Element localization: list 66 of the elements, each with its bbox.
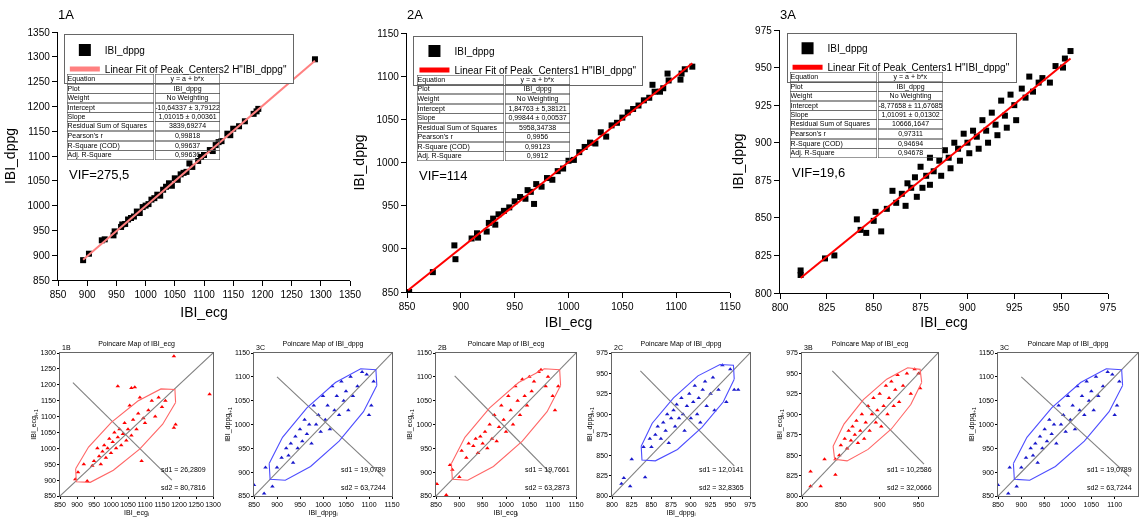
x-tick-label: 1150 bbox=[719, 301, 742, 313]
y-tick-label: 1100 bbox=[377, 70, 400, 82]
y-tick-label: 950 bbox=[382, 200, 400, 212]
y-axis-title: IBI_dppg bbox=[730, 133, 746, 190]
x-tick-label: 1300 bbox=[309, 289, 333, 301]
y-tick-label: 900 bbox=[755, 137, 773, 149]
chart-title: 1A bbox=[58, 7, 75, 23]
y-tick-label: 1150 bbox=[28, 125, 51, 137]
y-axis-title: IBI_dppg bbox=[351, 134, 368, 191]
x-tick-label: 1350 bbox=[338, 289, 362, 301]
y-tick-label: 900 bbox=[33, 249, 51, 261]
y-tick-label: 825 bbox=[755, 249, 773, 261]
x-tick-label: 1250 bbox=[280, 289, 304, 301]
x-tick-label: 1050 bbox=[611, 301, 634, 313]
legend-label: Linear Fit of Peak_Centers1 H"IBI_dppg" bbox=[827, 62, 1010, 74]
x-tick-label: 1100 bbox=[193, 289, 216, 301]
x-tick-label: 1000 bbox=[134, 289, 158, 301]
legend-label: Linear Fit of Peak_Centers1 H"IBI_dppg" bbox=[454, 64, 637, 76]
x-tick-label: 900 bbox=[452, 301, 470, 313]
y-tick-label: 900 bbox=[382, 243, 400, 255]
y-tick-label: 1200 bbox=[27, 100, 51, 112]
x-tick-label: 1200 bbox=[251, 289, 274, 301]
x-axis-title: IBI_ecg bbox=[920, 314, 968, 330]
x-tick-label: 800 bbox=[771, 302, 789, 314]
x-tick-label: 1050 bbox=[163, 289, 187, 301]
legend-label: IBI_dppg bbox=[104, 44, 145, 56]
y-tick-label: 1050 bbox=[27, 175, 51, 187]
x-tick-label: 900 bbox=[78, 289, 96, 301]
y-tick-label: 975 bbox=[755, 24, 773, 36]
annotation: VIF=114 bbox=[419, 168, 468, 183]
x-tick-label: 975 bbox=[1099, 302, 1117, 314]
y-tick-label: 1050 bbox=[376, 113, 400, 125]
y-tick-label: 950 bbox=[33, 224, 51, 236]
y-tick-label: 925 bbox=[755, 99, 773, 111]
y-tick-label: 1350 bbox=[27, 26, 51, 38]
legend-label: IBI_dppg bbox=[454, 45, 495, 57]
x-axis-title: IBI_ecg bbox=[180, 304, 228, 321]
annotation: VIF=275,5 bbox=[69, 167, 130, 182]
x-tick-label: 825 bbox=[818, 302, 836, 314]
y-tick-label: 1300 bbox=[27, 51, 51, 63]
x-tick-label: 950 bbox=[1052, 302, 1070, 314]
legend-label: Linear Fit of Peak_Centers2 H"IBI_dppg" bbox=[104, 63, 287, 75]
legend-label: IBI_dppg bbox=[827, 43, 868, 55]
chart-title: 2A bbox=[407, 7, 424, 23]
x-tick-label: 1100 bbox=[665, 301, 688, 313]
y-tick-label: 1000 bbox=[27, 200, 51, 212]
y-tick-label: 875 bbox=[755, 174, 773, 186]
x-tick-label: 850 bbox=[865, 302, 883, 314]
y-tick-label: 1250 bbox=[27, 76, 51, 88]
x-tick-label: 900 bbox=[959, 302, 977, 314]
x-tick-label: 950 bbox=[108, 289, 126, 301]
x-tick-label: 1000 bbox=[557, 301, 581, 313]
y-tick-label: 1100 bbox=[28, 150, 51, 162]
y-tick-label: 1150 bbox=[377, 27, 400, 39]
y-tick-label: 850 bbox=[33, 274, 51, 286]
annotation: VIF=19,6 bbox=[792, 165, 846, 180]
y-axis-title: IBI_dppg bbox=[2, 127, 19, 185]
x-tick-label: 850 bbox=[398, 301, 416, 313]
y-tick-label: 950 bbox=[755, 62, 773, 74]
chart-title: 3A bbox=[780, 7, 797, 23]
y-tick-label: 850 bbox=[755, 212, 773, 224]
x-tick-label: 950 bbox=[506, 301, 524, 313]
y-tick-label: 1000 bbox=[376, 157, 400, 168]
x-tick-label: 875 bbox=[912, 302, 930, 314]
x-tick-label: 925 bbox=[1005, 302, 1024, 314]
x-axis-title: IBI_ecg bbox=[544, 314, 593, 330]
